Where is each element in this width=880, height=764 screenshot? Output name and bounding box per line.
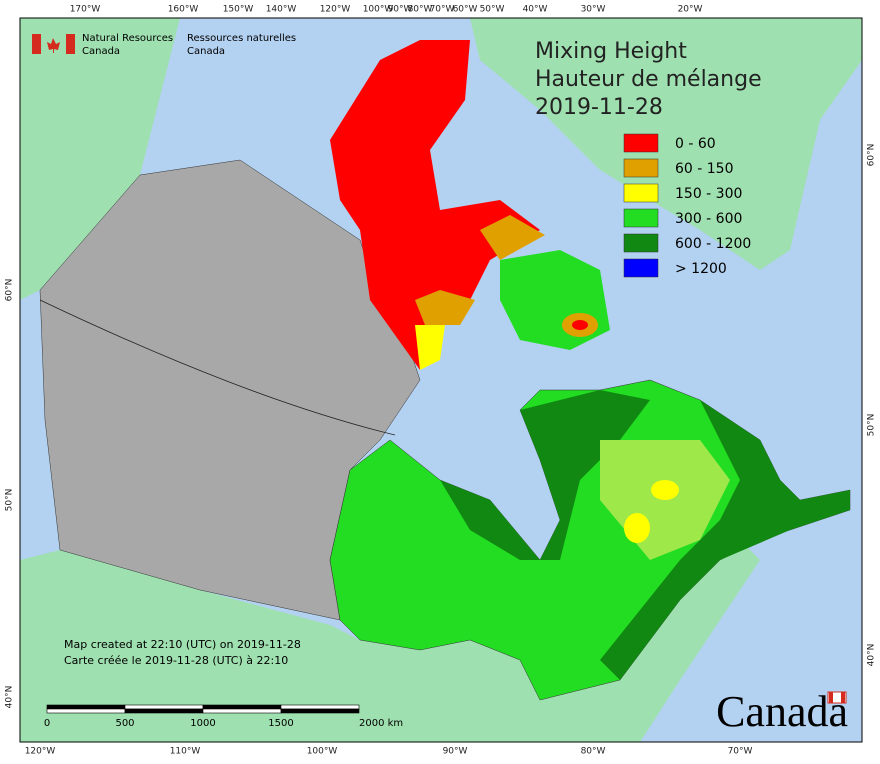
legend-swatch (623, 233, 659, 253)
zone-600-1200-a (440, 390, 650, 560)
graticule-60n (39, 299, 396, 436)
scale-label: 500 (115, 718, 134, 729)
zone-600-1200-b (600, 400, 850, 680)
graticule-label: 50°W (480, 5, 505, 15)
siberia (20, 18, 180, 300)
arctic-islands (330, 40, 540, 370)
map-area (19, 17, 863, 743)
scale-segment (202, 708, 282, 714)
date: 2019-11-28 (535, 95, 663, 120)
logo-text: Canada (82, 46, 120, 57)
graticule-label: 40°W (523, 5, 548, 15)
wordmark-flag-bar (829, 692, 833, 703)
legend-label: 60 - 150 (675, 161, 734, 177)
scale-segment (124, 704, 204, 710)
scale-label: 0 (44, 718, 50, 729)
logo-text: Canada (187, 46, 225, 57)
graticule-label: 70°W (728, 747, 753, 757)
zone-60-150-a (480, 215, 545, 260)
wordmark-flag (827, 691, 847, 704)
graticule-label: 100°W (307, 747, 338, 757)
flag-leaf (47, 38, 60, 53)
title-fr: Hauteur de mélange (535, 67, 762, 92)
title: Mixing Height (535, 39, 687, 64)
wordmark: Canada (716, 687, 848, 736)
graticule-label: 140°W (266, 5, 297, 15)
zone-150-300-a (651, 480, 679, 500)
hotspot-core (572, 320, 588, 330)
legend-label: 0 - 60 (675, 136, 716, 152)
scale-label: 1500 (268, 718, 293, 729)
graticule-label: 60°W (453, 5, 478, 15)
graticule-label: 120°W (25, 747, 56, 757)
note: Map created at 22:10 (UTC) on 2019-11-28 (64, 638, 301, 651)
scale-segment (46, 704, 126, 710)
graticule-label: 60°N (867, 144, 877, 167)
graticule-label: 30°W (581, 5, 606, 15)
graticule-label: 100°W (363, 5, 394, 15)
note: Carte créée le 2019-11-28 (UTC) à 22:10 (64, 654, 288, 667)
graticule-label: 90°W (388, 5, 413, 15)
legend-label: 600 - 1200 (675, 236, 751, 252)
graticule-label: 80°W (581, 747, 606, 757)
graticule-label: 70°W (430, 5, 455, 15)
greenland (470, 18, 862, 270)
graticule-label: 50°N (5, 489, 15, 512)
graticule-label: 50°N (867, 414, 877, 437)
scale-segment (280, 708, 360, 714)
graticule-label: 80°W (408, 5, 433, 15)
graticule-label: 40°N (5, 686, 15, 709)
scale-segment (46, 708, 126, 714)
legend-swatch (623, 258, 659, 278)
scale-segment (202, 704, 282, 710)
legend-label: 150 - 300 (675, 186, 742, 202)
logo: Natural Resources Canada Ressources natu… (32, 33, 296, 57)
scale-bar: 0 500 1000 1500 2000 km (44, 704, 403, 729)
zone-150-300-b (624, 513, 650, 543)
legend-swatch (623, 133, 659, 153)
graticule-label: 40°N (867, 644, 877, 667)
graticule-label: 110°W (170, 747, 201, 757)
flag-bar (32, 34, 41, 54)
graticule-label: 170°W (70, 5, 101, 15)
zone-150-300-c (415, 325, 445, 370)
wordmark-flag-bar (841, 692, 845, 703)
graticule-label: 150°W (223, 5, 254, 15)
legend-swatch (623, 183, 659, 203)
zone-60-150-b (415, 290, 475, 325)
graticule-label: 90°W (443, 747, 468, 757)
scale-segment (124, 708, 204, 714)
graticule-label: 160°W (168, 5, 199, 15)
logo-text: Natural Resources (82, 33, 173, 44)
legend-swatch (623, 158, 659, 178)
legend-label: > 1200 (675, 261, 727, 277)
scale-segment (280, 704, 360, 710)
western-canada (39, 159, 421, 621)
scale-label: 1000 (190, 718, 215, 729)
flag-bar (66, 34, 75, 54)
graticule-label: 120°W (320, 5, 351, 15)
map-frame (19, 17, 863, 743)
logo-text: Ressources naturelles (187, 33, 296, 44)
legend: 0 - 60 60 - 150 150 - 300 300 - 600 600 - 12… (623, 133, 751, 278)
graticule-labels: 170°W 160°W 150°W 140°W 120°W 100°W90°W80°W70… (5, 5, 877, 757)
legend-label: 300 - 600 (675, 211, 742, 227)
scale-label: 2000 km (359, 718, 403, 729)
graticule-label: 60°N (5, 279, 15, 302)
legend-swatch (623, 208, 659, 228)
graticule-label: 20°W (678, 5, 703, 15)
